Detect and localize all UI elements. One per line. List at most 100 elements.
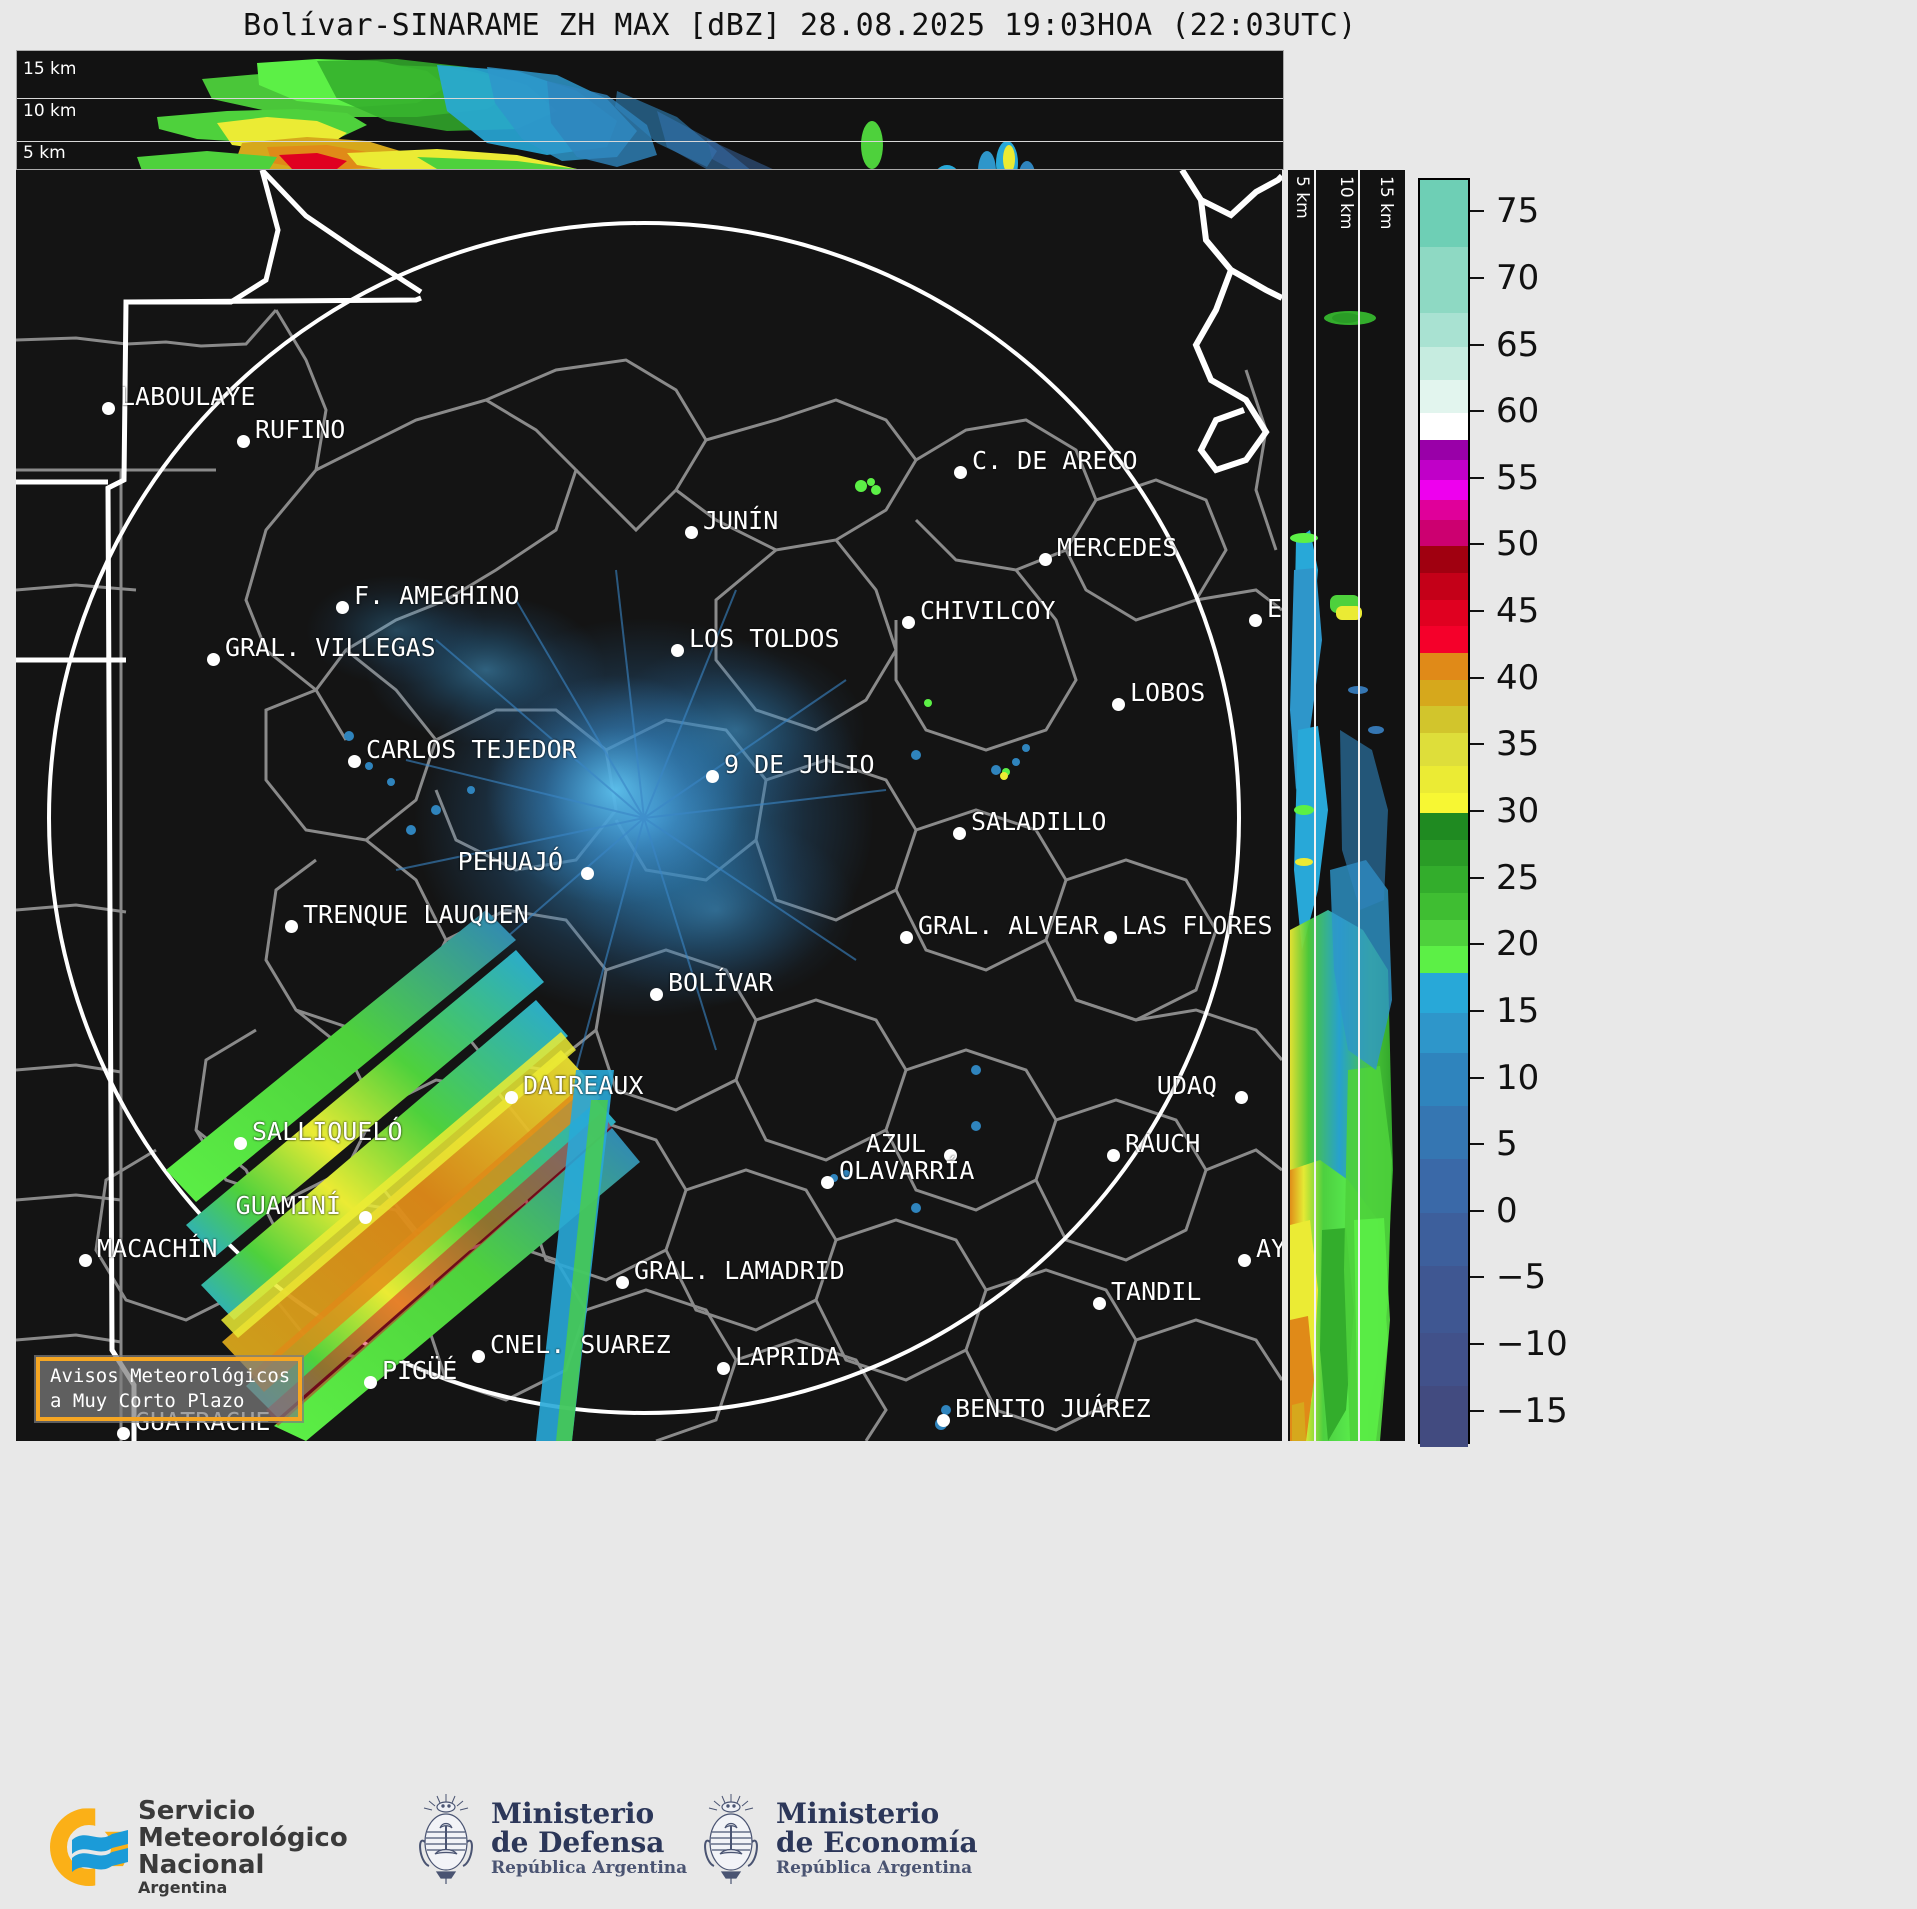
city-label: LAS FLORES bbox=[1122, 911, 1273, 940]
city-label: AYA bbox=[1256, 1234, 1282, 1263]
colorbar-tick-mark bbox=[1470, 676, 1484, 679]
argentina-coat-of-arms-icon-2 bbox=[704, 1794, 758, 1884]
colorbar-tick-label: 20 bbox=[1496, 924, 1540, 965]
vsec-label-15km: 15 km bbox=[1376, 176, 1396, 230]
city-dot-icon bbox=[616, 1276, 629, 1289]
colorbar-tick-mark bbox=[1470, 543, 1484, 546]
city-label: UDAQ bbox=[1156, 1071, 1217, 1100]
cross-section-echo-canvas bbox=[137, 59, 1035, 169]
colorbar-band bbox=[1420, 1159, 1468, 1214]
colorbar-band bbox=[1420, 1106, 1468, 1161]
colorbar-tick-label: 60 bbox=[1496, 391, 1540, 432]
city-dot-icon bbox=[650, 988, 663, 1001]
gridline-5km bbox=[17, 141, 1283, 142]
city-dot-icon bbox=[900, 931, 913, 944]
colorbar-tick-label: −5 bbox=[1496, 1257, 1547, 1298]
city-label: CHIVILCOY bbox=[920, 596, 1056, 625]
colorbar-tick-label: 15 bbox=[1496, 990, 1540, 1031]
colorbar-band bbox=[1420, 793, 1468, 814]
colorbar-tick-mark bbox=[1470, 1009, 1484, 1012]
colorbar-band bbox=[1420, 439, 1468, 461]
colorbar-tick-mark bbox=[1470, 1276, 1484, 1279]
colorbar-band bbox=[1420, 1052, 1468, 1107]
city-label: GRAL. LAMADRID bbox=[634, 1256, 845, 1285]
city-label: LOS TOLDOS bbox=[689, 624, 840, 653]
city-label: 9 DE JULIO bbox=[724, 750, 875, 779]
colorbar-band bbox=[1420, 972, 1468, 1014]
city-label: MERCEDES bbox=[1057, 533, 1178, 562]
smn-line-4: Argentina bbox=[138, 1878, 228, 1898]
colorbar-band bbox=[1420, 519, 1468, 548]
city-dot-icon bbox=[1235, 1091, 1248, 1104]
colorbar-band bbox=[1420, 379, 1468, 414]
radar-map[interactable]: LABOULAYE RUFINO C. DE ARECO JUNÍN MERCEDES F… bbox=[16, 170, 1282, 1441]
city-dot-icon bbox=[1104, 931, 1117, 944]
colorbar-band bbox=[1420, 733, 1468, 767]
city-label: F. AMEGHINO bbox=[354, 581, 520, 610]
warning-box-inner: Avisos Meteorológicos a Muy Corto Plazo bbox=[36, 1357, 302, 1421]
city-dot-icon bbox=[1249, 614, 1262, 627]
colorbar-band bbox=[1420, 946, 1468, 974]
city-label: CARLOS TEJEDOR bbox=[366, 735, 577, 764]
city-dot-icon bbox=[821, 1176, 834, 1189]
city-dot-icon bbox=[581, 867, 594, 880]
city-label: JUNÍN bbox=[703, 506, 779, 535]
city-label: C. DE ARECO bbox=[972, 446, 1138, 475]
colorbar-band bbox=[1420, 1386, 1468, 1447]
city-dot-icon bbox=[237, 435, 250, 448]
colorbar-tick-mark bbox=[1470, 943, 1484, 946]
colorbar-tick-mark bbox=[1470, 210, 1484, 213]
city-dot-icon bbox=[285, 920, 298, 933]
colorbar-band bbox=[1420, 1266, 1468, 1334]
logo-smn: Servicio Meteorológico Nacional Argentin… bbox=[50, 1798, 348, 1897]
colorbar-band bbox=[1420, 866, 1468, 894]
city-dot-icon bbox=[671, 644, 684, 657]
xsec-label-10km: 10 km bbox=[23, 101, 77, 121]
smn-line-1: Servicio bbox=[138, 1796, 256, 1826]
colorbar-tick-mark bbox=[1470, 1076, 1484, 1079]
defensa-line-3: República Argentina bbox=[491, 1857, 688, 1878]
city-label: LABOULAYE bbox=[120, 382, 256, 411]
xsec-label-5km: 5 km bbox=[23, 143, 66, 163]
colorbar-band bbox=[1420, 180, 1468, 248]
colorbar-tick-mark bbox=[1470, 343, 1484, 346]
colorbar: 75 70 65 60 55 50 45 40 35 30 25 20 15 10 5 0 −5 −10 −15 bbox=[1418, 178, 1568, 1447]
colorbar-tick-label: 50 bbox=[1496, 524, 1540, 565]
city-label: TANDIL bbox=[1111, 1277, 1202, 1306]
vertical-cross-section-top: 15 km 10 km 5 km bbox=[16, 50, 1284, 170]
city-label: SALLIQUELÓ bbox=[252, 1117, 403, 1146]
colorbar-tick-label: 5 bbox=[1496, 1124, 1518, 1165]
vsec-gridline-10km bbox=[1358, 170, 1360, 1441]
warning-box[interactable]: Avisos Meteorológicos a Muy Corto Plazo bbox=[34, 1355, 304, 1423]
defensa-logo-text: Ministerio de Defensa República Argentin… bbox=[491, 1798, 688, 1878]
colorbar-band bbox=[1420, 653, 1468, 681]
colorbar-band bbox=[1420, 839, 1468, 867]
colorbar-tick-label: 30 bbox=[1496, 791, 1540, 831]
colorbar-tick-mark bbox=[1470, 1343, 1484, 1346]
vsec-gridline-5km bbox=[1314, 170, 1316, 1441]
colorbar-band bbox=[1420, 546, 1468, 574]
city-label: RUFINO bbox=[255, 415, 346, 444]
colorbar-band bbox=[1420, 573, 1468, 601]
economia-line-3: República Argentina bbox=[776, 1857, 973, 1878]
colorbar-band bbox=[1420, 246, 1468, 314]
city-label: AZUL bbox=[865, 1129, 926, 1158]
city-dot-icon bbox=[359, 1211, 372, 1224]
city-dot-icon bbox=[117, 1427, 130, 1440]
colorbar-band bbox=[1420, 499, 1468, 521]
city-dot-icon bbox=[902, 616, 915, 629]
colorbar-band bbox=[1420, 892, 1468, 921]
colorbar-tick-mark bbox=[1470, 476, 1484, 479]
colorbar-tick-label: 45 bbox=[1496, 591, 1540, 632]
colorbar-band bbox=[1420, 1212, 1468, 1267]
city-label: PIGÜÉ bbox=[382, 1356, 458, 1385]
city-dot-icon bbox=[364, 1376, 377, 1389]
colorbar-band bbox=[1420, 479, 1468, 501]
city-label: GUAMINÍ bbox=[235, 1191, 341, 1220]
footer-logos: Servicio Meteorológico Nacional Argentin… bbox=[0, 1790, 1917, 1909]
colorbar-tick-mark bbox=[1470, 810, 1484, 812]
colorbar-tick-label: 65 bbox=[1496, 324, 1540, 365]
warning-line-1: Avisos Meteorológicos bbox=[50, 1365, 291, 1387]
city-dot-icon bbox=[207, 653, 220, 666]
colorbar-tick-mark bbox=[1470, 1209, 1484, 1212]
